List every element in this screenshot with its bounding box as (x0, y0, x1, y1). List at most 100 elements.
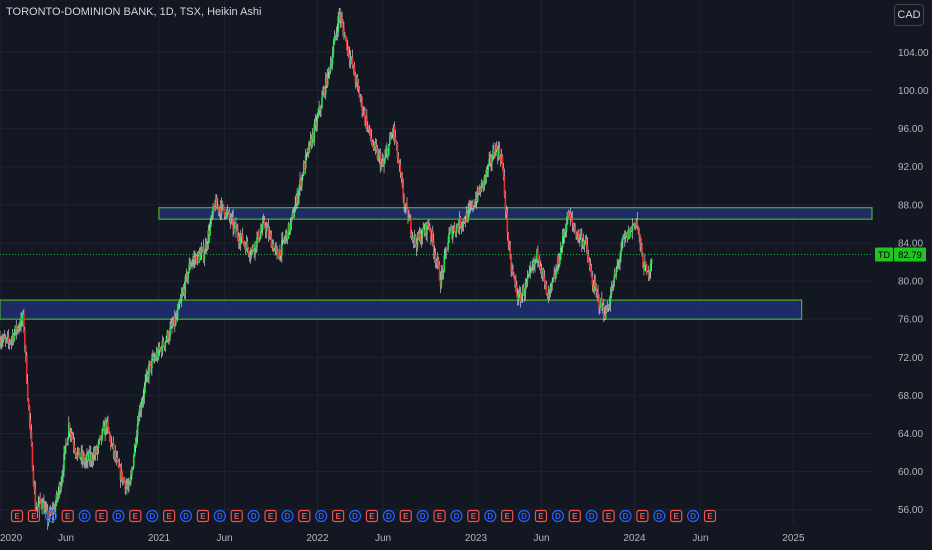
earnings-event-icon[interactable] (433, 509, 446, 523)
candle-down (512, 269, 514, 274)
candle-down (239, 241, 241, 244)
dividend-event-icon[interactable] (213, 509, 226, 523)
ticker-tag[interactable] (875, 247, 893, 262)
dividend-event-icon[interactable] (348, 509, 362, 523)
y-tick-label: 56.00 (898, 505, 923, 516)
candle-up (495, 145, 497, 157)
candle-down (221, 202, 224, 205)
candle-up (125, 485, 127, 489)
dividend-event-icon[interactable] (382, 509, 395, 523)
dividend-event-icon[interactable] (315, 509, 328, 523)
dividend-event-icon[interactable] (146, 509, 159, 523)
dividend-event-icon[interactable] (179, 509, 193, 523)
dividend-event-icon[interactable] (450, 509, 463, 523)
candle-down (362, 111, 364, 113)
earnings-event-icon[interactable] (467, 509, 480, 523)
candle-up (251, 247, 254, 252)
earnings-event-icon[interactable] (703, 509, 717, 523)
dividend-event-icon[interactable] (44, 509, 57, 523)
candle-up (363, 110, 365, 113)
dividend-event-icon[interactable] (653, 509, 666, 523)
candle-down (589, 265, 592, 270)
candle-down (21, 317, 23, 321)
earnings-event-icon[interactable] (534, 509, 548, 523)
candle-down (539, 265, 542, 270)
candle-up (352, 65, 355, 67)
earnings-event-icon[interactable] (95, 509, 108, 523)
candle-up (317, 113, 319, 117)
last-price-label: 82.79 (898, 250, 922, 261)
dividend-event-icon[interactable] (416, 509, 429, 523)
candle-up (311, 133, 314, 146)
earnings-event-icon[interactable] (298, 509, 311, 523)
candle-up (640, 245, 642, 246)
candle-down (510, 257, 512, 270)
candle-up (524, 282, 527, 293)
earnings-event-icon[interactable] (264, 509, 277, 523)
candle-down (222, 204, 225, 210)
earnings-event-icon[interactable] (636, 509, 649, 523)
candle-down (93, 453, 96, 455)
candle-down (419, 233, 422, 243)
earnings-event-icon[interactable] (230, 509, 243, 523)
candle-down (569, 213, 572, 219)
candle-down (219, 208, 222, 215)
zone-support[interactable] (0, 299, 803, 320)
candle-up (528, 271, 531, 276)
dividend-event-icon[interactable] (686, 509, 700, 523)
dividend-event-icon[interactable] (247, 509, 260, 523)
dividend-event-icon[interactable] (484, 509, 497, 523)
dividend-event-icon[interactable] (619, 509, 632, 523)
candle-up (616, 265, 618, 269)
earnings-event-icon[interactable] (501, 509, 514, 523)
last-price-tag[interactable] (894, 247, 926, 262)
earnings-event-icon[interactable] (365, 509, 379, 523)
candle-down (407, 207, 409, 221)
candle-up (405, 204, 407, 207)
candle-down (280, 250, 282, 256)
candle-up (534, 259, 536, 265)
earnings-event-icon[interactable] (61, 509, 74, 523)
candle-down (339, 13, 341, 21)
candle-up (175, 316, 178, 318)
candle-down (402, 185, 404, 199)
dividend-event-icon[interactable] (517, 509, 531, 523)
candle-up (517, 293, 520, 300)
candle-down (267, 226, 270, 237)
candle-down (572, 223, 575, 227)
earnings-event-icon[interactable] (196, 509, 210, 523)
candle-down (7, 336, 10, 342)
dividend-event-icon[interactable] (551, 509, 564, 523)
candle-down (243, 243, 246, 246)
zone-resistance[interactable] (158, 207, 873, 220)
dividend-event-icon[interactable] (112, 509, 125, 523)
earnings-event-icon[interactable] (27, 509, 41, 523)
candle-up (102, 426, 104, 430)
candle-up (257, 231, 259, 238)
earnings-event-icon[interactable] (163, 509, 176, 523)
x-tick-label: Jun (375, 533, 391, 544)
earnings-event-icon[interactable] (399, 509, 412, 523)
candle-down (578, 231, 580, 240)
dividend-event-icon[interactable] (78, 509, 91, 523)
candle-up (604, 309, 607, 319)
earnings-event-icon[interactable] (129, 509, 142, 523)
candle-down (139, 408, 142, 411)
earnings-event-icon[interactable] (670, 509, 683, 523)
earnings-event-icon[interactable] (568, 509, 581, 523)
candle-down (472, 202, 474, 208)
candle-down (403, 198, 405, 207)
candle-up (19, 326, 21, 328)
event-label: D (386, 512, 392, 521)
dividend-event-icon[interactable] (281, 509, 294, 523)
candle-down (537, 250, 539, 260)
candle-up (624, 235, 626, 239)
earnings-event-icon[interactable] (332, 509, 345, 523)
dividend-event-icon[interactable] (585, 509, 598, 523)
currency-button[interactable]: CAD (894, 4, 924, 26)
earnings-event-icon[interactable] (602, 509, 615, 523)
candle-up (469, 206, 471, 209)
earnings-event-icon[interactable] (10, 509, 24, 523)
candle-down (439, 279, 442, 286)
